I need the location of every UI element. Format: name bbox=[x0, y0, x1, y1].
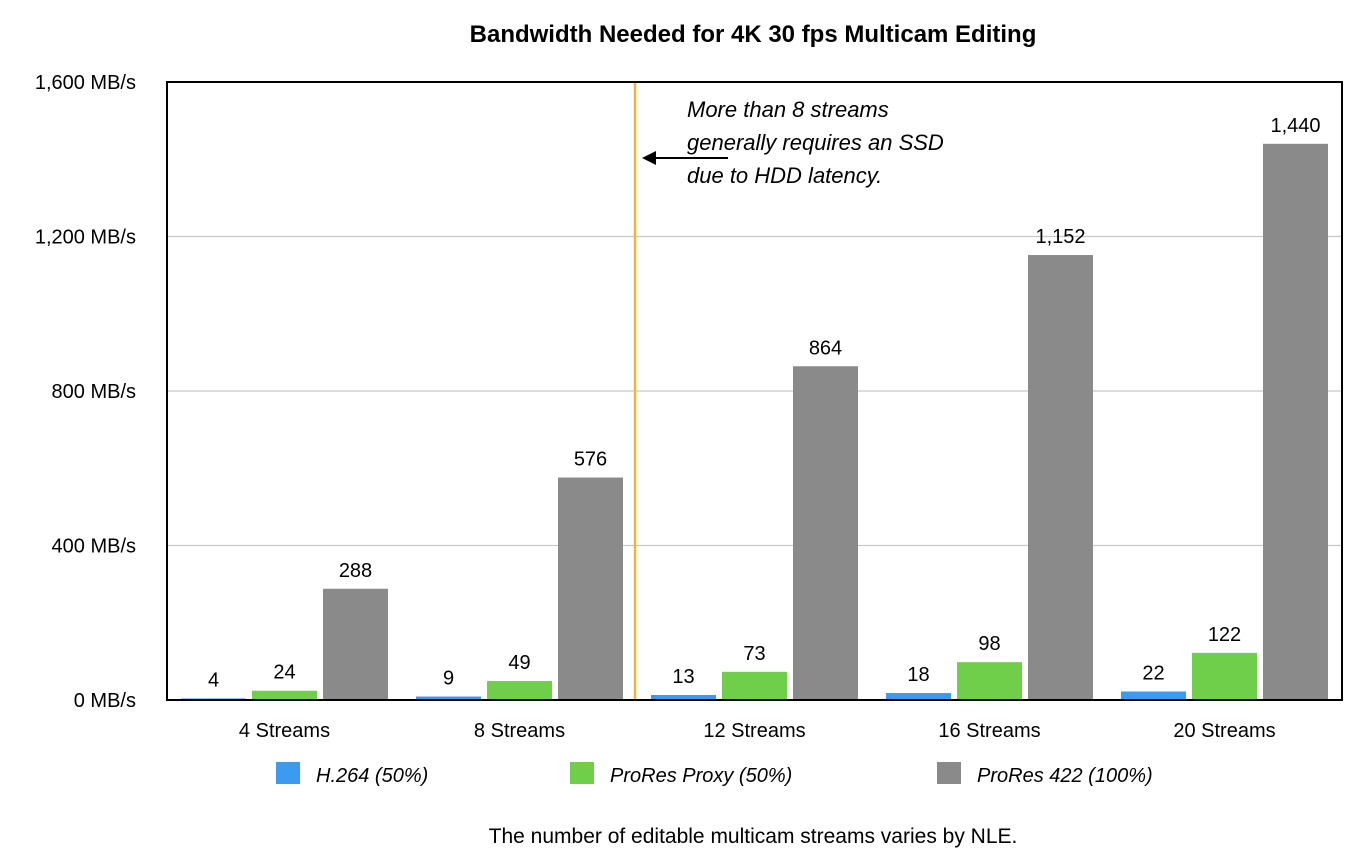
data-label: 9 bbox=[443, 668, 454, 690]
axis-labels: 0 MB/s 400 MB/s 800 MB/s 1,200 MB/s 1,600 MB… bbox=[35, 72, 1276, 742]
bar bbox=[722, 671, 787, 700]
chart-title: Bandwidth Needed for 4K 30 fps Multicam … bbox=[470, 21, 1037, 48]
data-label: 576 bbox=[574, 449, 607, 471]
legend: H.264 (50%) ProRes Proxy (50%) ProRes 422 … bbox=[276, 762, 1153, 787]
y-tick-label: 800 MB/s bbox=[52, 381, 136, 403]
bar bbox=[1192, 652, 1257, 700]
data-label: 1,440 bbox=[1270, 115, 1320, 137]
plot-frame bbox=[166, 81, 1343, 701]
gridlines bbox=[167, 235, 1342, 547]
y-tick-label: 400 MB/s bbox=[52, 536, 136, 558]
bar bbox=[323, 588, 388, 700]
legend-label: H.264 (50%) bbox=[316, 765, 428, 787]
bar bbox=[793, 366, 858, 700]
data-label: 49 bbox=[508, 652, 530, 674]
data-label: 288 bbox=[339, 560, 372, 582]
data-label: 98 bbox=[978, 633, 1000, 655]
bar bbox=[416, 696, 481, 700]
bar bbox=[1028, 255, 1093, 701]
data-label: 13 bbox=[672, 666, 694, 688]
bar bbox=[886, 693, 951, 700]
data-labels: 4 24 288 9 49 576 13 73 864 18 98 1,152 22 122 1,440 bbox=[208, 115, 1321, 692]
legend-swatch bbox=[937, 762, 961, 784]
y-tick-label: 1,600 MB/s bbox=[35, 72, 136, 94]
legend-swatch bbox=[570, 762, 594, 784]
legend-label: ProRes 422 (100%) bbox=[977, 765, 1153, 787]
annotation-text-line: generally requires an SSD bbox=[687, 130, 944, 155]
data-label: 1,152 bbox=[1035, 226, 1085, 248]
annotation-text-line: More than 8 streams bbox=[687, 97, 889, 122]
bar bbox=[558, 477, 623, 700]
bar bbox=[957, 662, 1022, 700]
x-category-label: 20 Streams bbox=[1173, 720, 1275, 742]
x-category-label: 4 Streams bbox=[239, 720, 330, 742]
data-label: 122 bbox=[1208, 624, 1241, 646]
bars bbox=[181, 143, 1328, 701]
bar bbox=[1121, 691, 1186, 700]
data-label: 24 bbox=[273, 662, 295, 684]
data-label: 18 bbox=[907, 664, 929, 686]
x-category-label: 8 Streams bbox=[474, 720, 565, 742]
annotation-text-line: due to HDD latency. bbox=[687, 163, 882, 188]
x-category-label: 16 Streams bbox=[938, 720, 1040, 742]
annotation: More than 8 streams generally requires an… bbox=[642, 97, 944, 188]
bar bbox=[651, 694, 716, 700]
bar bbox=[252, 690, 317, 700]
legend-swatch bbox=[276, 762, 300, 784]
data-label: 22 bbox=[1142, 663, 1164, 685]
y-tick-label: 0 MB/s bbox=[74, 690, 136, 712]
data-label: 864 bbox=[809, 337, 842, 359]
bar bbox=[487, 681, 552, 700]
data-label: 73 bbox=[743, 643, 765, 665]
annotation-arrow-head bbox=[642, 151, 656, 165]
footnote: The number of editable multicam streams … bbox=[489, 825, 1018, 848]
data-label: 4 bbox=[208, 669, 219, 691]
y-tick-label: 1,200 MB/s bbox=[35, 227, 136, 249]
x-category-label: 12 Streams bbox=[703, 720, 805, 742]
bar bbox=[1263, 143, 1328, 701]
legend-label: ProRes Proxy (50%) bbox=[610, 765, 792, 787]
